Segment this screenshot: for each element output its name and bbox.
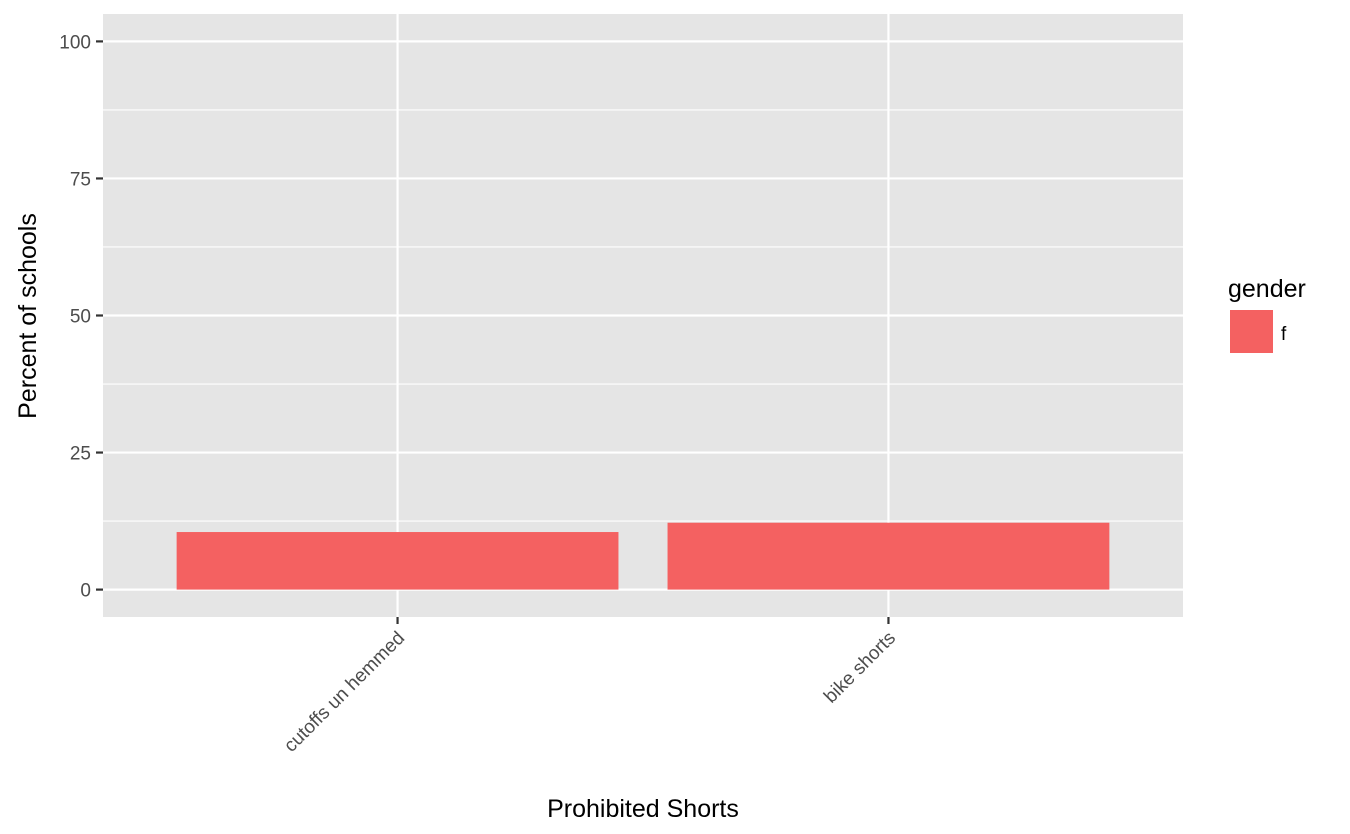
grid-lines <box>103 14 1183 617</box>
bar-cutoffs-un-hemmed <box>176 532 619 590</box>
legend: gender f <box>1228 275 1306 353</box>
y-axis-title: Percent of schools <box>14 213 42 419</box>
y-tick-label: 50 <box>70 307 91 328</box>
x-tick-label: bike shorts <box>820 628 900 708</box>
y-tick-label: 100 <box>59 32 91 53</box>
x-tick-label: cutoffs un hemmed <box>280 628 409 757</box>
bars <box>176 522 1110 590</box>
legend-label-f: f <box>1281 324 1287 345</box>
y-tick-label: 25 <box>70 444 91 465</box>
x-axis: cutoffs un hemmed bike shorts <box>280 617 900 757</box>
y-tick-label: 0 <box>80 581 91 602</box>
legend-key-f <box>1230 310 1273 353</box>
x-axis-title: Prohibited Shorts <box>547 795 739 823</box>
y-tick-label: 75 <box>70 169 91 190</box>
legend-title: gender <box>1228 275 1306 303</box>
bar-bike-shorts <box>667 522 1110 590</box>
y-axis: 0 25 50 75 100 <box>59 32 103 602</box>
